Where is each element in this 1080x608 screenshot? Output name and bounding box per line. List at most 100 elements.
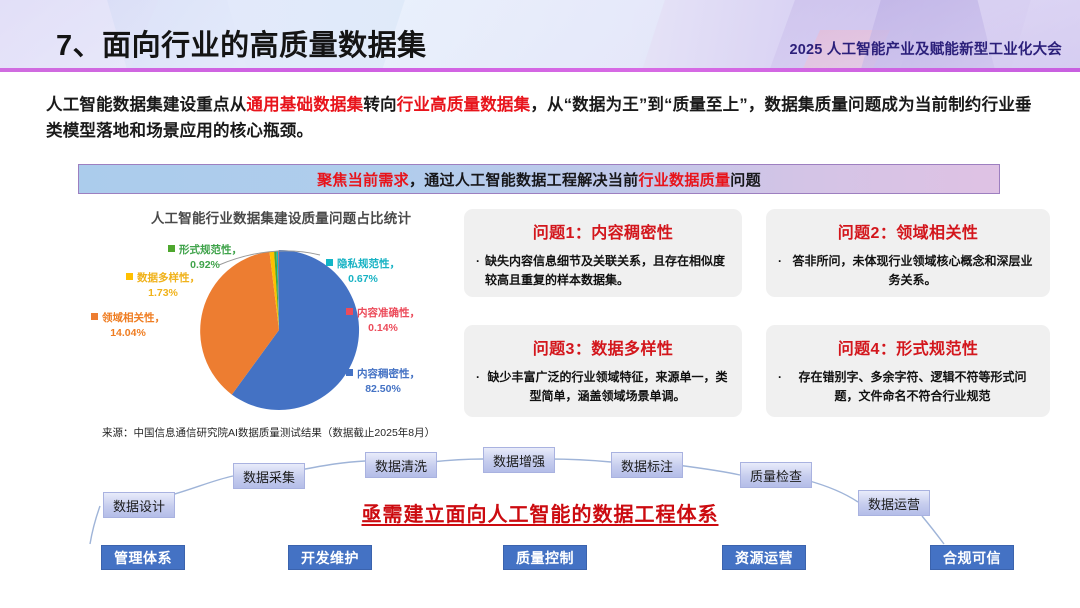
pie-slice-content-accuracy <box>278 250 279 330</box>
problem-card-text: 缺失内容信息细节及关联关系，且存在相似度较高且重复的样本数据集。 <box>485 254 726 287</box>
flow-step-label: 数据标注 <box>621 458 674 474</box>
banner-highlight-2: 行业数据质量 <box>638 171 731 189</box>
section-banner-text: 聚焦当前需求，通过人工智能数据工程解决当前行业数据质量问题 <box>317 169 761 190</box>
problem-card-body: · 缺少丰富广泛的行业领域特征，来源单一，类型简单，涵盖领域场景单调。 <box>476 368 730 406</box>
pie-label-domain-relevance: 领域相关性， 14.04% <box>91 309 165 341</box>
flow-connector <box>167 475 234 497</box>
pie-slice-format-standard <box>274 250 279 330</box>
problem-card-body: · 答非所问，未体现行业领域核心概念和深层业务关系。 <box>778 252 1038 290</box>
flow-step-label: 数据增强 <box>493 453 546 469</box>
pillar-label: 合规可信 <box>943 549 1001 566</box>
pie-label-data-diversity: 数据多样性， 1.73% <box>126 269 200 301</box>
bullet-icon: · <box>476 370 480 384</box>
pie-leader-lines <box>218 250 321 266</box>
pie-chart-panel: 人工智能行业数据集建设质量问题占比统计 形式规 <box>91 205 466 445</box>
flow-connector <box>299 460 366 471</box>
pie-label-value: 0.14% <box>368 322 398 334</box>
leader-line <box>218 250 321 266</box>
flow-connector <box>89 505 101 545</box>
bullet-icon: · <box>476 254 480 268</box>
data-engineering-flow: 数据设计 数据采集 数据清洗 数据增强 数据标注 质量检查 数据运营 亟需建立面… <box>0 440 1080 608</box>
pie-slice-data-diversity <box>269 251 279 330</box>
problem-card-title: 问题1：内容稠密性 <box>532 225 674 242</box>
pie-label-value: 1.73% <box>148 287 178 299</box>
pillar-label: 管理体系 <box>114 549 172 566</box>
pillar-development-maintenance[interactable]: 开发维护 <box>288 545 372 570</box>
intro-highlight-2: 行业高质量数据集 <box>396 96 531 114</box>
flow-step-data-collection[interactable]: 数据采集 <box>233 463 306 489</box>
bullet-icon: · <box>778 254 782 268</box>
pillar-quality-control[interactable]: 质量控制 <box>503 545 587 570</box>
problem-card-1: 问题1：内容稠密性 · 缺失内容信息细节及关联关系，且存在相似度较高且重复的样本… <box>464 209 742 297</box>
intro-text-3: ，从“数据为王”到“质量至上”，数据集质量问题成为当前制约行业垂类模型落地和场景… <box>46 96 1032 140</box>
flow-step-label: 数据设计 <box>113 498 166 514</box>
page-title: 7、面向行业的高质量数据集 <box>56 30 427 62</box>
chart-source-note: 来源：中国信息通信研究院AI数据质量测试结果（数据截止2025年8月） <box>102 427 436 439</box>
flow-step-data-augmentation[interactable]: 数据增强 <box>483 447 556 473</box>
pillar-label: 资源运营 <box>735 549 793 566</box>
pie-chart <box>194 245 364 415</box>
pie-label-value: 0.92% <box>190 259 220 271</box>
intro-text-1: 人工智能数据集建设重点从 <box>46 96 247 114</box>
pie-slice-content-density <box>231 249 360 410</box>
legend-swatch-icon <box>126 273 133 280</box>
legend-swatch-icon <box>168 245 175 252</box>
flow-step-data-operations[interactable]: 数据运营 <box>858 490 931 516</box>
pillar-label: 质量控制 <box>516 549 574 566</box>
pie-chart-svg <box>200 249 360 410</box>
flow-step-label: 数据采集 <box>243 469 296 485</box>
pie-label-content-density: 内容稠密性， 82.50% <box>346 365 420 397</box>
problem-card-body: · 存在错别字、多余字符、逻辑不符等形式问题，文件命名不符合行业规范 <box>778 368 1038 406</box>
flow-step-data-annotation[interactable]: 数据标注 <box>611 452 684 478</box>
pillar-compliance-trust[interactable]: 合规可信 <box>930 545 1014 570</box>
legend-swatch-icon <box>346 308 353 315</box>
problem-card-title: 问题2：领域相关性 <box>837 225 979 242</box>
flow-connector <box>547 458 612 463</box>
pillar-label: 开发维护 <box>301 549 359 566</box>
flow-step-data-design[interactable]: 数据设计 <box>103 492 176 518</box>
legend-swatch-icon <box>326 259 333 266</box>
problem-card-text: 答非所问，未体现行业领域核心概念和深层业务关系。 <box>792 254 1033 287</box>
problem-card-4: 问题4：形式规范性 · 存在错别字、多余字符、逻辑不符等形式问题，文件命名不符合… <box>766 325 1050 417</box>
pie-label-name: 隐私规范性， <box>326 258 400 270</box>
legend-swatch-icon <box>91 313 98 320</box>
conference-title: 2025 人工智能产业及赋能新型工业化大会 <box>789 42 1062 58</box>
flow-step-label: 数据清洗 <box>375 458 428 474</box>
pie-label-name: 数据多样性， <box>126 272 200 284</box>
pillar-management-system[interactable]: 管理体系 <box>101 545 185 570</box>
section-banner: 聚焦当前需求，通过人工智能数据工程解决当前行业数据质量问题 <box>78 164 1000 194</box>
intro-paragraph: 人工智能数据集建设重点从通用基础数据集转向行业高质量数据集，从“数据为王”到“质… <box>46 92 1046 144</box>
pie-label-format-standard: 形式规范性， 0.92% <box>168 241 242 273</box>
flow-connector <box>921 515 945 545</box>
pie-label-privacy-standard: 隐私规范性， 0.67% <box>326 255 400 287</box>
banner-highlight-1: 聚焦当前需求 <box>317 171 409 189</box>
pie-label-name: 内容稠密性， <box>346 368 420 380</box>
slide-header: 7、面向行业的高质量数据集 2025 人工智能产业及赋能新型工业化大会 <box>0 0 1080 70</box>
problem-card-body: · 缺失内容信息细节及关联关系，且存在相似度较高且重复的样本数据集。 <box>476 252 730 290</box>
pie-slice-domain-relevance <box>200 251 279 395</box>
banner-text-1: ，通过人工智能数据工程解决当前 <box>408 171 639 189</box>
pie-label-content-accuracy: 内容准确性， 0.14% <box>346 304 420 336</box>
pie-slice-privacy-standard <box>276 250 279 330</box>
problem-card-3: 问题3：数据多样性 · 缺少丰富广泛的行业领域特征，来源单一，类型简单，涵盖领域… <box>464 325 742 417</box>
bullet-icon: · <box>778 370 782 384</box>
flow-step-data-cleaning[interactable]: 数据清洗 <box>365 452 438 478</box>
pie-label-value: 0.67% <box>348 273 378 285</box>
banner-text-2: 问题 <box>730 171 761 189</box>
flow-headline: 亟需建立面向人工智能的数据工程体系 <box>361 504 719 526</box>
flow-connector <box>676 464 741 476</box>
flow-step-quality-check[interactable]: 质量检查 <box>740 462 813 488</box>
intro-text-2: 转向 <box>363 96 397 114</box>
pillar-resource-operations[interactable]: 资源运营 <box>722 545 806 570</box>
pie-label-name: 形式规范性， <box>168 244 242 256</box>
flow-connector <box>430 458 484 463</box>
pie-label-name: 领域相关性， <box>91 312 165 324</box>
problem-card-title: 问题4：形式规范性 <box>837 341 979 358</box>
pie-label-name: 内容准确性， <box>346 307 420 319</box>
problem-card-2: 问题2：领域相关性 · 答非所问，未体现行业领域核心概念和深层业务关系。 <box>766 209 1050 297</box>
pie-label-value: 14.04% <box>110 327 146 339</box>
flow-step-label: 质量检查 <box>750 468 803 484</box>
chart-title: 人工智能行业数据集建设质量问题占比统计 <box>150 211 412 226</box>
intro-highlight-1: 通用基础数据集 <box>246 96 364 114</box>
